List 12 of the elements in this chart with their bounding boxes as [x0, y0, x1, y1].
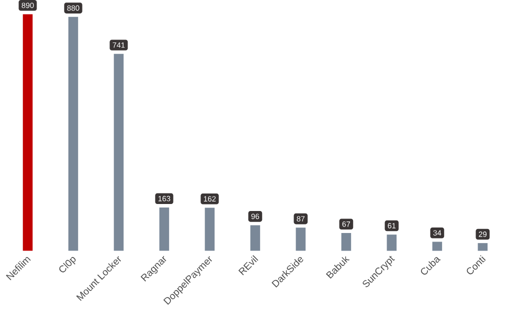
x-tick-label: Cl0p	[59, 257, 76, 272]
bar	[432, 242, 442, 251]
bar	[478, 243, 488, 251]
bar	[22, 14, 33, 251]
bar	[341, 233, 352, 251]
bar	[114, 54, 124, 251]
bar	[68, 16, 78, 251]
bar	[386, 234, 397, 251]
bar	[296, 228, 306, 251]
bar	[250, 225, 260, 251]
bar	[159, 208, 170, 251]
bar	[204, 208, 215, 251]
